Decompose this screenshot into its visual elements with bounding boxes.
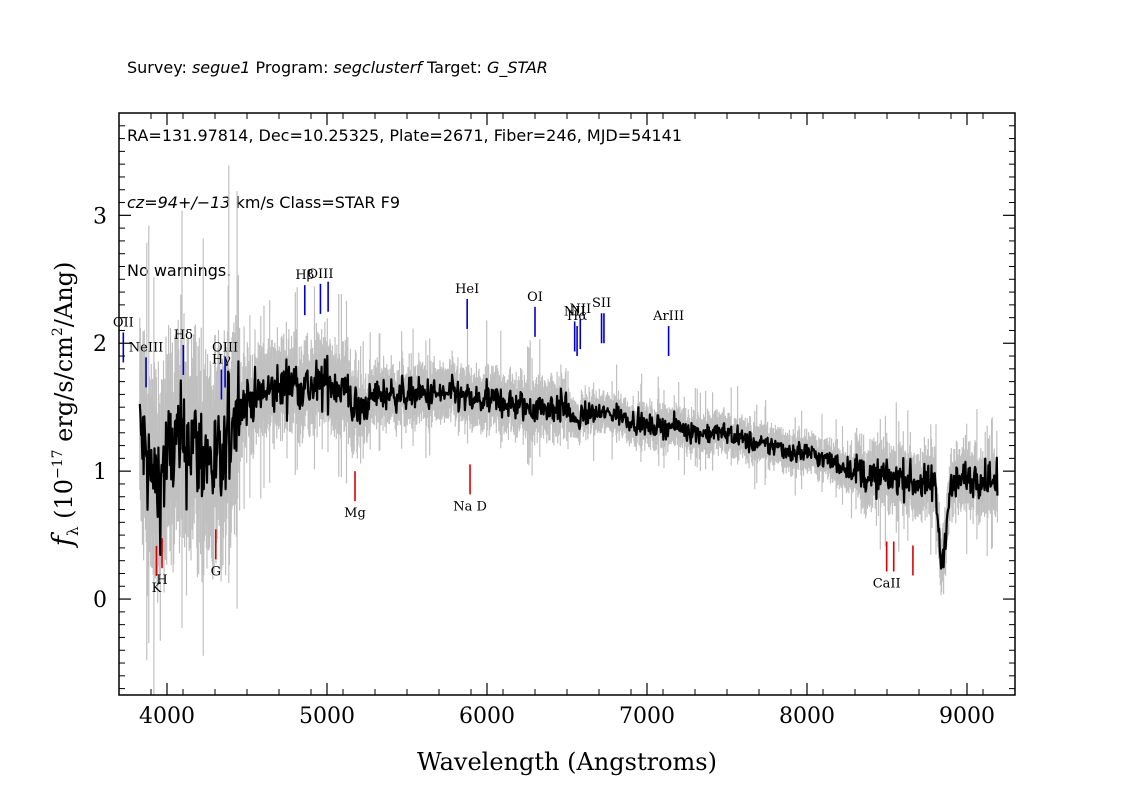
spectrum-header: Survey: segue1 Program: segclusterf Targ… [127,12,682,305]
emission-line-label: ArIII [652,309,684,324]
y-tick-label: 0 [93,588,107,613]
emission-line-label: NII [564,304,586,319]
emission-line-label: OIII [307,267,333,282]
x-tick-label: 4000 [139,704,195,729]
emission-line-label: Hγ [212,353,231,368]
absorption-line-label: CaII [873,577,901,592]
header-line-warnings: No warnings. [127,260,232,280]
absorption-line-label: G [211,564,221,579]
absorption-line-label: K [152,581,162,596]
program-value: segclusterf [333,58,422,77]
y-axis-post: /Ang) [50,262,78,328]
x-tick-label: 8000 [779,704,835,729]
x-tick-label: 7000 [619,704,675,729]
survey-value: segue1 [191,58,251,77]
emission-line-label: NII [569,302,591,317]
emission-line-label: NeIII [129,340,163,355]
flux-line [138,354,999,570]
target-key: Target: [421,58,487,77]
emission-line-label: OI [527,290,543,305]
x-tick-label: 9000 [939,704,995,729]
error-band-layer [139,165,998,695]
emission-line-label: Hβ [295,268,314,283]
absorption-line-label: Mg [344,506,366,521]
flux-line-layer [138,354,999,570]
y-axis-exp1: −17 [50,449,66,479]
survey-key: Survey: [127,58,192,77]
y-axis-pre: (10 [50,479,78,527]
y-axis-mid: erg/s/cm [50,336,78,450]
y-axis-title: fλ (10−17 erg/s/cm2/Ang) [46,262,82,549]
error-band [139,165,998,695]
header-line-survey: Survey: segue1 Program: segclusterf Targ… [127,57,682,80]
cz-value: cz=94+/−13 [127,193,231,212]
emission-line-label: HeI [455,282,479,297]
target-value: G_STAR [487,58,548,77]
emission-line-label: Hα [567,309,587,324]
emission-line-label: SII [592,296,611,311]
y-tick-label: 1 [93,460,107,485]
y-axis-sub: λ [64,526,82,536]
header-line-redshift: cz=94+/−13 km/s Class=STAR F9 [127,192,682,215]
y-axis-exp2: 2 [50,327,66,336]
emission-line-label: Hδ [174,328,193,343]
class-value: km/s Class=STAR F9 [230,193,400,212]
x-tick-label: 5000 [299,704,355,729]
program-key: Program: [250,58,334,77]
emission-line-label: OII [113,315,134,330]
emission-line-label: OIII [212,340,238,355]
y-tick-label: 2 [93,332,107,357]
x-axis-title: Wavelength (Angstroms) [417,748,717,776]
header-line-coords: RA=131.97814, Dec=10.25325, Plate=2671, … [127,125,683,145]
x-tick-label: 6000 [459,704,515,729]
absorption-line-label: Na D [453,499,487,514]
axis-ticks-layer: 4000 5000 6000 7000 8000 9000 0 1 2 3 [93,113,1016,729]
absorption-line-label: H [156,573,167,588]
y-tick-label: 3 [93,204,107,229]
